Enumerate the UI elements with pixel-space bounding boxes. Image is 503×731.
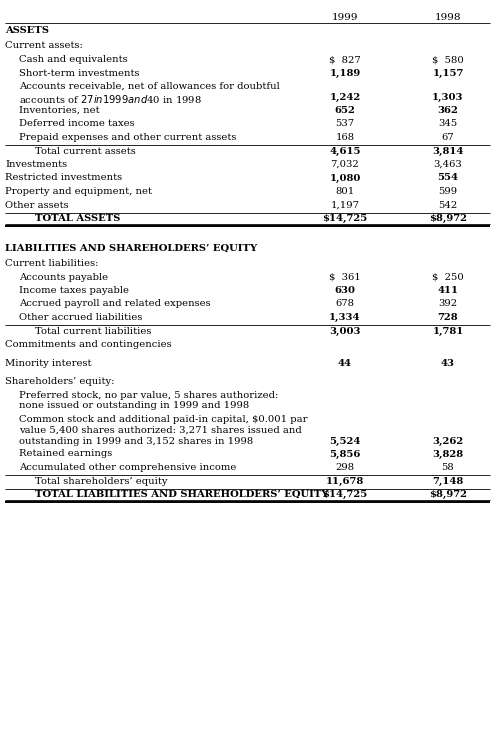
Text: Current liabilities:: Current liabilities: <box>5 259 99 268</box>
Text: $14,725: $14,725 <box>322 214 368 223</box>
Text: 392: 392 <box>439 300 458 308</box>
Text: 599: 599 <box>439 187 458 196</box>
Text: Deferred income taxes: Deferred income taxes <box>19 119 135 129</box>
Text: $  250: $ 250 <box>432 273 464 281</box>
Text: Investments: Investments <box>5 160 67 169</box>
Text: Retained earnings: Retained earnings <box>19 450 112 458</box>
Text: Short-term investments: Short-term investments <box>19 69 139 77</box>
Text: 168: 168 <box>336 133 355 142</box>
Text: 630: 630 <box>334 286 356 295</box>
Text: 554: 554 <box>438 173 459 183</box>
Text: Cash and equivalents: Cash and equivalents <box>19 55 128 64</box>
Text: 1,080: 1,080 <box>329 173 361 183</box>
Text: 1,189: 1,189 <box>329 69 361 77</box>
Text: 542: 542 <box>439 200 458 210</box>
Text: 298: 298 <box>336 463 355 472</box>
Text: $8,972: $8,972 <box>429 214 467 223</box>
Text: Inventories, net: Inventories, net <box>19 106 100 115</box>
Text: 537: 537 <box>336 119 355 129</box>
Text: Accrued payroll and related expenses: Accrued payroll and related expenses <box>19 300 211 308</box>
Text: 801: 801 <box>336 187 355 196</box>
Text: Accumulated other comprehensive income: Accumulated other comprehensive income <box>19 463 236 472</box>
Text: 43: 43 <box>441 360 455 368</box>
Text: Accounts payable: Accounts payable <box>19 273 108 281</box>
Text: $  361: $ 361 <box>329 273 361 281</box>
Text: 1,242: 1,242 <box>329 93 361 102</box>
Text: 67: 67 <box>442 133 454 142</box>
Text: Preferred stock, no par value, 5 shares authorized:: Preferred stock, no par value, 5 shares … <box>19 390 278 400</box>
Text: 5,856: 5,856 <box>329 450 361 458</box>
Text: 7,032: 7,032 <box>330 160 359 169</box>
Text: Other assets: Other assets <box>5 200 68 210</box>
Text: 3,463: 3,463 <box>434 160 462 169</box>
Text: 345: 345 <box>439 119 458 129</box>
Text: 362: 362 <box>438 106 458 115</box>
Text: $8,972: $8,972 <box>429 490 467 499</box>
Text: 1,197: 1,197 <box>330 200 360 210</box>
Text: 3,828: 3,828 <box>433 450 464 458</box>
Text: 1998: 1998 <box>435 13 461 22</box>
Text: 1,303: 1,303 <box>432 93 464 102</box>
Text: 7,148: 7,148 <box>433 477 464 485</box>
Text: $  580: $ 580 <box>432 55 464 64</box>
Text: Income taxes payable: Income taxes payable <box>19 286 129 295</box>
Text: Minority interest: Minority interest <box>5 360 92 368</box>
Text: TOTAL ASSETS: TOTAL ASSETS <box>35 214 120 223</box>
Text: 652: 652 <box>334 106 356 115</box>
Text: Accounts receivable, net of allowances for doubtful: Accounts receivable, net of allowances f… <box>19 82 280 91</box>
Text: 1999: 1999 <box>332 13 358 22</box>
Text: 3,003: 3,003 <box>329 327 361 336</box>
Text: LIABILITIES AND SHAREHOLDERS’ EQUITY: LIABILITIES AND SHAREHOLDERS’ EQUITY <box>5 243 257 252</box>
Text: 11,678: 11,678 <box>326 477 364 485</box>
Text: none issued or outstanding in 1999 and 1998: none issued or outstanding in 1999 and 1… <box>19 401 249 411</box>
Text: Restricted investments: Restricted investments <box>5 173 122 183</box>
Text: 1,334: 1,334 <box>329 313 361 322</box>
Text: Current assets:: Current assets: <box>5 42 83 50</box>
Text: 1,157: 1,157 <box>432 69 464 77</box>
Text: Commitments and contingencies: Commitments and contingencies <box>5 340 172 349</box>
Text: ASSETS: ASSETS <box>5 26 49 35</box>
Text: 728: 728 <box>438 313 458 322</box>
Text: Other accrued liabilities: Other accrued liabilities <box>19 313 142 322</box>
Text: Total current assets: Total current assets <box>35 146 136 156</box>
Text: Total current liabilities: Total current liabilities <box>35 327 151 336</box>
Text: $  827: $ 827 <box>329 55 361 64</box>
Text: 44: 44 <box>338 360 352 368</box>
Text: 58: 58 <box>442 463 454 472</box>
Text: value 5,400 shares authorized: 3,271 shares issued and: value 5,400 shares authorized: 3,271 sha… <box>19 425 302 434</box>
Text: 4,615: 4,615 <box>329 146 361 156</box>
Text: $14,725: $14,725 <box>322 490 368 499</box>
Text: Total shareholders’ equity: Total shareholders’ equity <box>35 477 167 485</box>
Text: Prepaid expenses and other current assets: Prepaid expenses and other current asset… <box>19 133 236 142</box>
Text: Common stock and additional paid-in capital, $0.001 par: Common stock and additional paid-in capi… <box>19 414 307 423</box>
Text: 5,524: 5,524 <box>329 436 361 445</box>
Text: 3,262: 3,262 <box>433 436 464 445</box>
Text: Property and equipment, net: Property and equipment, net <box>5 187 152 196</box>
Text: outstanding in 1999 and 3,152 shares in 1998: outstanding in 1999 and 3,152 shares in … <box>19 436 253 445</box>
Text: Shareholders’ equity:: Shareholders’ equity: <box>5 377 115 386</box>
Text: TOTAL LIABILITIES AND SHAREHOLDERS’ EQUITY: TOTAL LIABILITIES AND SHAREHOLDERS’ EQUI… <box>35 490 328 499</box>
Text: 1,781: 1,781 <box>433 327 464 336</box>
Text: accounts of $27 in 1999 and $40 in 1998: accounts of $27 in 1999 and $40 in 1998 <box>19 93 202 105</box>
Text: 3,814: 3,814 <box>432 146 464 156</box>
Text: 678: 678 <box>336 300 355 308</box>
Text: 411: 411 <box>438 286 459 295</box>
